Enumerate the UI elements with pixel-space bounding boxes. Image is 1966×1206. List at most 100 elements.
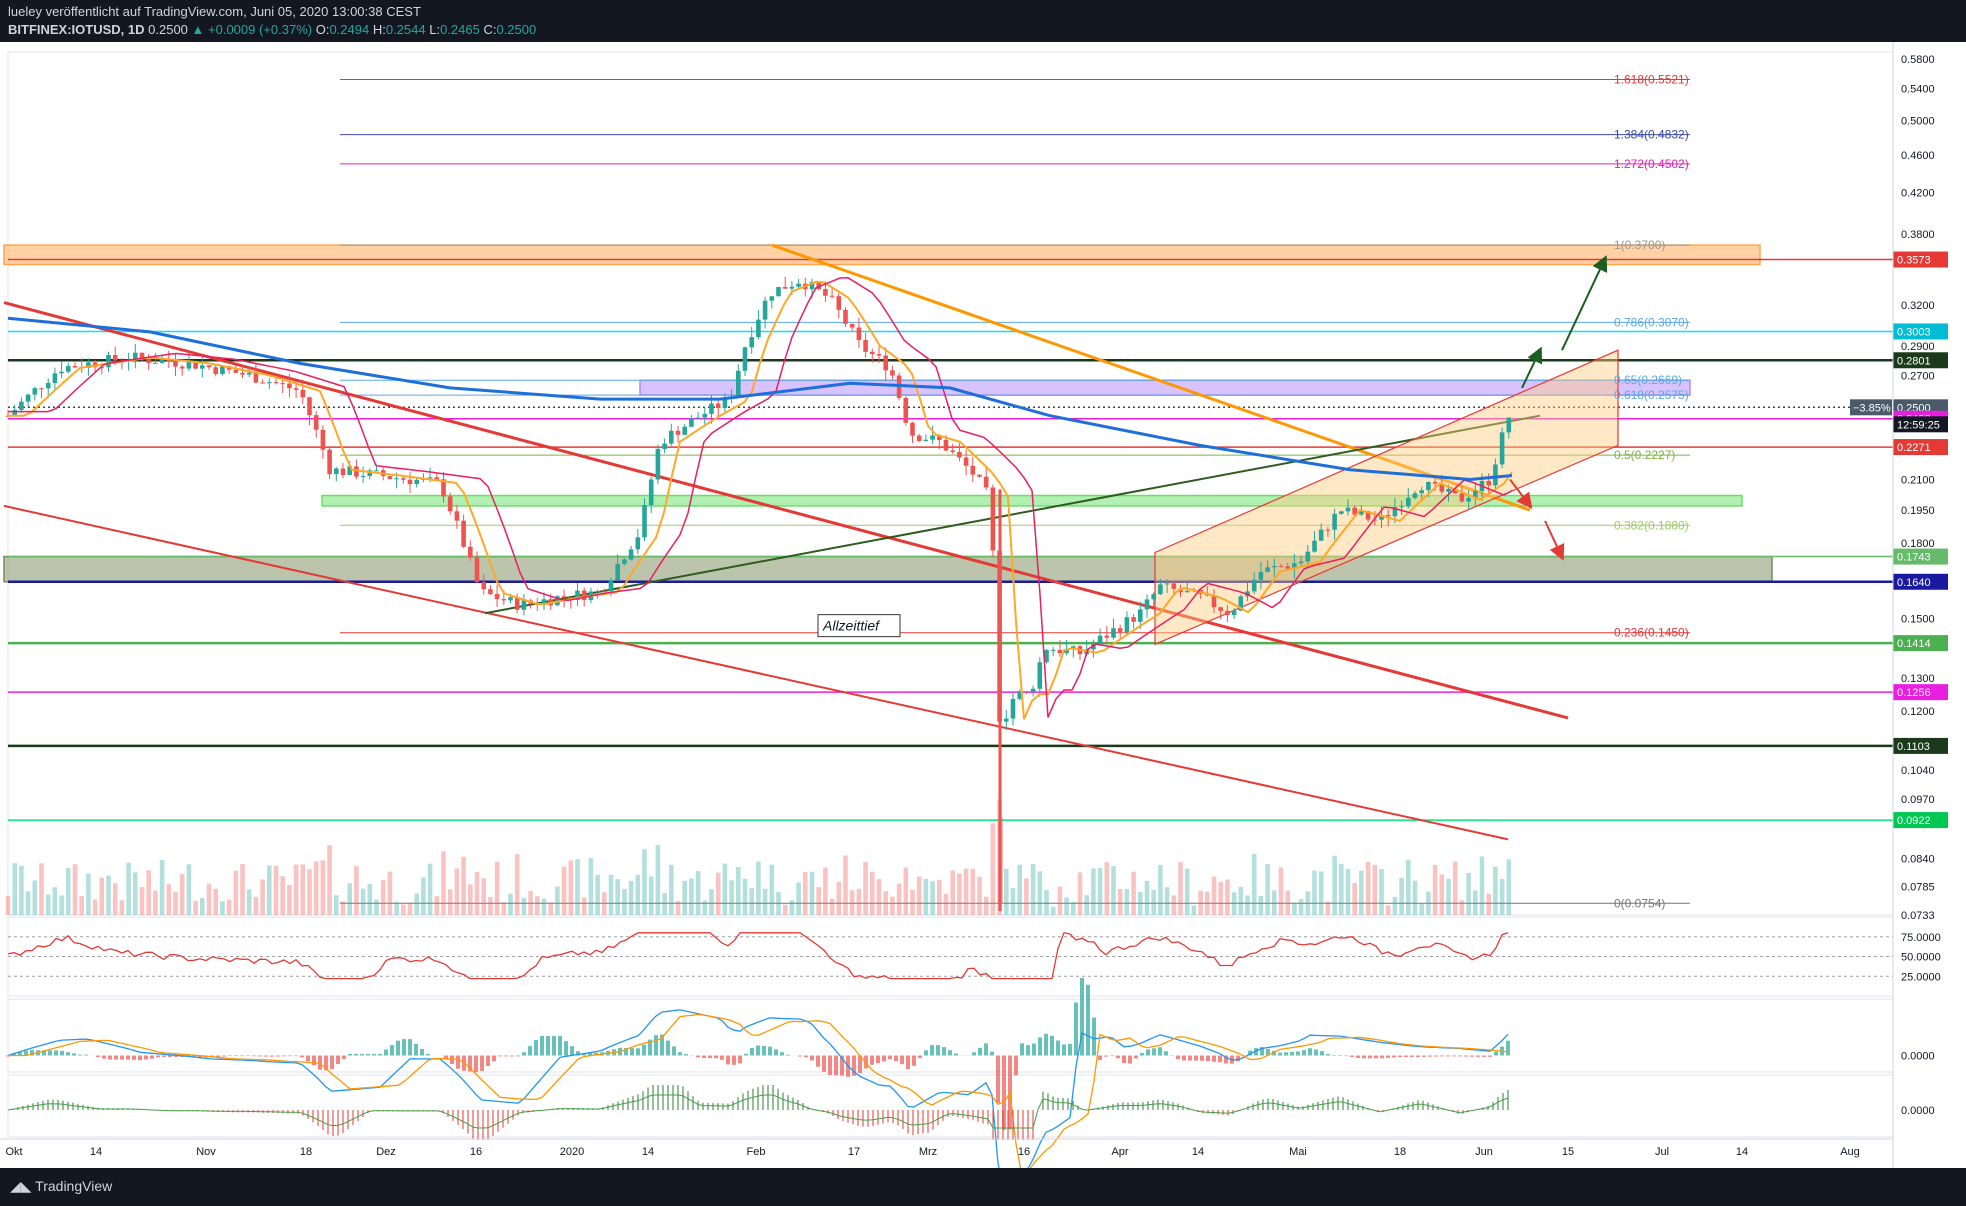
candle-body xyxy=(267,382,272,384)
volume-bar xyxy=(92,899,98,915)
macd-histogram-bar xyxy=(510,1055,514,1057)
candle-body xyxy=(1004,718,1009,722)
macd-histogram-bar xyxy=(1458,1055,1462,1057)
osc-tick: 0.0000 xyxy=(1901,1105,1935,1117)
volume-bar xyxy=(112,883,118,915)
volume-bar xyxy=(963,868,969,915)
candle-body xyxy=(1097,635,1103,644)
macd-histogram-bar xyxy=(834,1055,838,1076)
volume-bar xyxy=(494,861,500,915)
candle-body xyxy=(1392,507,1398,517)
volume-bar xyxy=(803,871,808,915)
volume-bar xyxy=(1459,900,1465,915)
rsi-tick: 25.0000 xyxy=(1901,971,1941,983)
volume-bar xyxy=(856,888,862,915)
price-tick: 0.0970 xyxy=(1901,794,1935,806)
candle-body xyxy=(45,382,51,389)
orange-resistance-line xyxy=(771,243,1531,512)
macd-histogram-bar xyxy=(996,1055,1000,1104)
macd-histogram-bar xyxy=(1308,1048,1312,1056)
macd-histogram-bar xyxy=(1272,1050,1276,1056)
macd-histogram-bar xyxy=(1182,1055,1186,1061)
macd-histogram-bar xyxy=(18,1052,22,1056)
macd-histogram-bar xyxy=(42,1050,46,1056)
macd-histogram-bar xyxy=(708,1055,712,1059)
macd-histogram-bar xyxy=(492,1055,496,1062)
fib-label: 1.272(0.4502) xyxy=(1614,157,1689,171)
symbol-info: BITFINEX:IOTUSD, 1D 0.2500 ▲ +0.0009 (+0… xyxy=(8,22,536,37)
macd-histogram-bar xyxy=(558,1036,562,1056)
price-chart[interactable]: 1.618(0.5521) 1.384(0.4832) 1.272(0.4502) 1… xyxy=(0,42,1966,1168)
candle-body xyxy=(1111,628,1116,638)
volume-bar xyxy=(427,863,433,915)
candle-body xyxy=(970,465,976,475)
price-level-badge xyxy=(1893,323,1948,340)
macd-histogram-bar xyxy=(654,1035,658,1056)
symbol-name[interactable]: BITFINEX:IOTUSD, 1D xyxy=(8,22,145,37)
candle-body xyxy=(977,474,982,477)
candle-body xyxy=(1466,497,1471,502)
candle-body xyxy=(293,388,299,390)
volume-bar xyxy=(226,899,232,915)
volume-bar xyxy=(200,898,205,915)
candle-body xyxy=(474,557,480,583)
candle-body xyxy=(849,323,855,328)
time-tick: Mrz xyxy=(919,1146,937,1158)
fib-label: 0.236(0.1450) xyxy=(1614,626,1689,640)
macd-histogram-bar xyxy=(636,1048,640,1056)
volume-bar xyxy=(59,895,64,915)
candle-body xyxy=(809,281,815,290)
candle-body xyxy=(1318,529,1324,541)
time-tick: Nov xyxy=(196,1146,216,1158)
volume-bar xyxy=(1499,879,1505,915)
volume-bar xyxy=(66,868,71,915)
candle-body xyxy=(736,370,741,398)
publisher-line: lueley veröffentlicht auf TradingView.co… xyxy=(8,4,421,19)
price-tick: 0.0733 xyxy=(1901,910,1935,922)
tradingview-logo[interactable]: ◢◣ TradingView xyxy=(10,1178,112,1195)
volume-bar xyxy=(401,904,406,915)
volume-bar xyxy=(1406,859,1411,915)
macd-histogram-bar xyxy=(1002,1055,1006,1130)
candle-body xyxy=(1426,482,1431,491)
price-level-label: 0.1256 xyxy=(1897,687,1931,699)
volume-bar xyxy=(682,880,687,915)
candle-body xyxy=(200,365,205,369)
macd-histogram-bar xyxy=(858,1055,862,1074)
price-level-label: 0.1414 xyxy=(1897,638,1931,650)
candle-body xyxy=(581,590,587,601)
volume-bar xyxy=(153,890,158,915)
candle-body xyxy=(52,373,58,383)
h-label: H: xyxy=(372,22,386,37)
macd-histogram-bar xyxy=(1374,1055,1378,1059)
price-level-badge xyxy=(1893,352,1948,369)
macd-histogram-bar xyxy=(1032,1043,1036,1056)
volume-bar xyxy=(588,858,594,915)
macd-histogram-bar xyxy=(312,1055,316,1066)
price-level-label: 0.1743 xyxy=(1897,552,1931,564)
volume-bar xyxy=(1064,897,1069,915)
macd-histogram-bar xyxy=(852,1055,856,1076)
candle-body xyxy=(427,477,433,479)
macd-histogram-bar xyxy=(1470,1055,1474,1057)
price-tick: 0.5800 xyxy=(1901,54,1935,66)
volume-bar xyxy=(1419,903,1424,915)
macd-histogram-bar xyxy=(120,1055,124,1060)
sma-200-blue xyxy=(7,316,1513,482)
volume-bar xyxy=(1278,867,1284,915)
candle-body xyxy=(461,520,466,547)
macd-histogram-bar xyxy=(1050,1035,1054,1056)
macd-histogram-bar xyxy=(1056,1040,1060,1056)
ema-pink xyxy=(8,277,1513,718)
volume-bar xyxy=(1452,861,1458,915)
candle-body xyxy=(1285,566,1290,569)
volume-bar xyxy=(474,871,480,915)
candle-body xyxy=(1010,698,1016,719)
candle-body xyxy=(508,597,513,601)
price-tick: 0.0785 xyxy=(1901,882,1935,894)
macd-line xyxy=(7,1009,1509,1168)
candle-body xyxy=(374,470,379,472)
price-tick: 0.3800 xyxy=(1901,229,1935,241)
volume-bar xyxy=(662,892,667,915)
l-label: L: xyxy=(429,22,441,37)
